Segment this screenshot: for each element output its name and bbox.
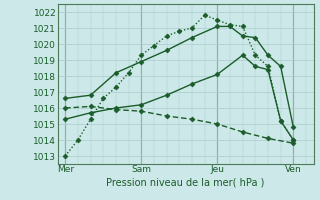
X-axis label: Pression niveau de la mer( hPa ): Pression niveau de la mer( hPa )	[107, 177, 265, 187]
